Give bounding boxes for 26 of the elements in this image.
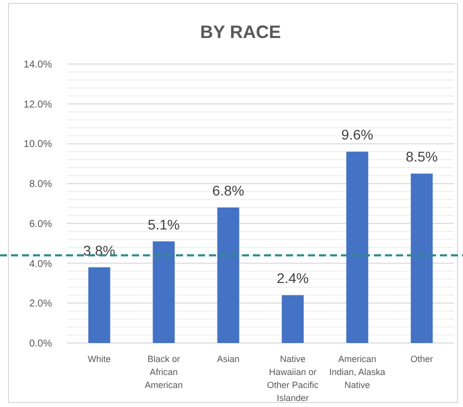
y-tick-label: 10.0%	[24, 139, 52, 150]
bar	[88, 267, 110, 343]
x-tick-label: White	[88, 354, 111, 364]
bar	[217, 207, 240, 343]
data-label: 5.1%	[148, 216, 180, 232]
bar	[282, 295, 304, 343]
y-tick-label: 4.0%	[29, 258, 52, 270]
bar	[410, 174, 433, 343]
x-tick-label: Native Hawaiian or Other Pacific Islander	[266, 354, 319, 403]
data-label: 9.6%	[341, 126, 374, 143]
y-tick-label: 6.0%	[29, 218, 52, 230]
y-tick-label: 12.0%	[24, 99, 52, 110]
data-label: 2.4%	[276, 270, 309, 286]
bar	[152, 241, 175, 343]
x-tick-label: Other	[410, 354, 434, 364]
data-label: 8.5%	[406, 148, 438, 165]
y-tick-label: 14.0%	[24, 60, 52, 70]
data-label: 6.8%	[212, 182, 244, 198]
y-tick-label: 8.0%	[29, 179, 52, 190]
x-tick-label: Black or African American	[144, 354, 183, 390]
bar	[346, 152, 368, 343]
chart-title: BY RACE	[200, 22, 281, 42]
x-tick-label: American Indian, Alaska Native	[329, 354, 386, 390]
x-tick-label: Asian	[216, 354, 240, 364]
y-tick-label: 2.0%	[29, 298, 52, 310]
y-tick-label: 0.0%	[29, 338, 52, 350]
